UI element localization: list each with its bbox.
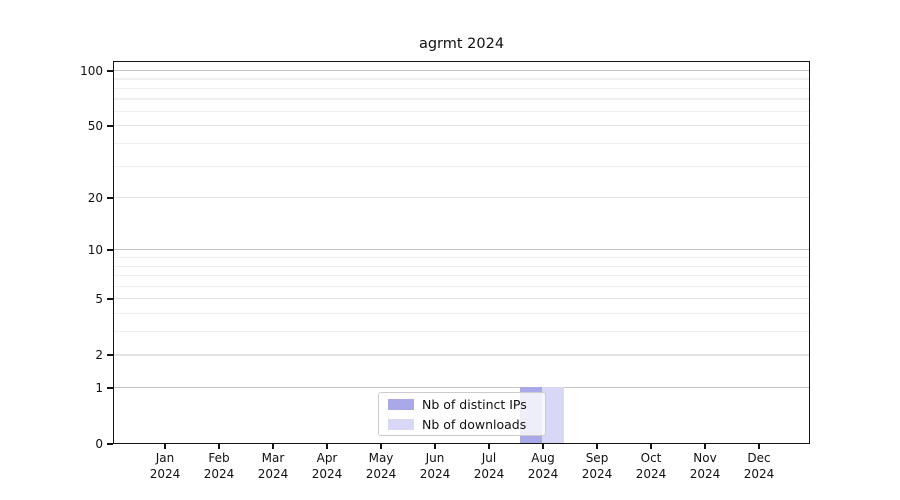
x-tick-label-feb-2024: Feb 2024 xyxy=(203,451,235,481)
gridline-y-1 xyxy=(114,387,809,389)
y-tick-10 xyxy=(107,249,113,251)
x-tick-nov-2024 xyxy=(704,444,706,449)
gridline-y-70 xyxy=(114,98,809,100)
gridline-y-100 xyxy=(114,69,809,72)
gridline-y-7 xyxy=(114,275,809,277)
chart-title: agrmt 2024 xyxy=(418,36,505,52)
y-tick-label-5: 5 xyxy=(95,292,103,307)
x-tick-label-jul-2024: Jul 2024 xyxy=(473,451,505,481)
y-tick-label-20: 20 xyxy=(87,190,103,205)
x-tick-mar-2024 xyxy=(272,444,274,449)
x-tick-dec-2024 xyxy=(758,444,760,449)
x-tick-label-dec-2024: Dec 2024 xyxy=(743,451,775,481)
gridline-y-3 xyxy=(114,331,809,333)
legend-label-distinct-ips: Nb of distinct IPs xyxy=(422,396,527,412)
y-tick-2 xyxy=(107,354,113,356)
y-tick-label-2: 2 xyxy=(95,348,103,363)
x-tick-oct-2024 xyxy=(650,444,652,449)
x-tick-jul-2024 xyxy=(488,444,490,449)
y-tick-5 xyxy=(107,298,113,300)
gridline-y-90 xyxy=(114,78,809,80)
y-tick-0 xyxy=(107,443,113,445)
bar-downloads-aug-2024 xyxy=(542,387,565,444)
x-tick-sep-2024 xyxy=(596,444,598,449)
y-tick-label-50: 50 xyxy=(87,119,103,134)
x-tick-feb-2024 xyxy=(218,444,220,449)
legend-swatch-distinct-ips-icon xyxy=(388,398,414,410)
y-tick-100 xyxy=(107,69,113,72)
x-tick-label-mar-2024: Mar 2024 xyxy=(257,451,289,481)
legend-swatch-downloads-icon xyxy=(388,418,414,430)
x-tick-aug-2024 xyxy=(542,444,544,449)
gridline-y-40 xyxy=(114,142,809,145)
gridline-y-10 xyxy=(114,249,809,251)
gridline-y-8 xyxy=(114,265,809,267)
gridline-y-4 xyxy=(114,313,809,315)
y-tick-20 xyxy=(107,197,113,199)
gridline-y-50 xyxy=(114,125,809,127)
gridline-y-80 xyxy=(114,87,809,90)
y-tick-label-10: 10 xyxy=(87,243,103,258)
x-tick-label-oct-2024: Oct 2024 xyxy=(635,451,667,481)
gridline-y-20 xyxy=(114,197,809,199)
legend-label-downloads: Nb of downloads xyxy=(422,416,527,432)
x-tick-label-jun-2024: Jun 2024 xyxy=(419,451,451,481)
x-tick-jan-2024 xyxy=(164,444,166,449)
plot-area xyxy=(113,61,810,444)
gridline-y-30 xyxy=(114,165,809,167)
y-tick-label-100: 100 xyxy=(80,63,103,78)
y-tick-1 xyxy=(107,387,113,389)
gridline-y-2 xyxy=(114,354,809,356)
y-tick-50 xyxy=(107,125,113,127)
legend: Nb of distinct IPs Nb of downloads xyxy=(378,392,546,436)
gridline-y-5 xyxy=(114,298,809,300)
legend-entry-downloads: Nb of downloads xyxy=(388,416,536,432)
x-tick-label-may-2024: May 2024 xyxy=(365,451,397,481)
gridline-y-6 xyxy=(114,285,809,288)
x-tick-jun-2024 xyxy=(434,444,436,449)
gridline-y-9 xyxy=(114,256,809,259)
x-tick-label-apr-2024: Apr 2024 xyxy=(311,451,343,481)
y-tick-label-0: 0 xyxy=(95,437,103,451)
x-tick-apr-2024 xyxy=(326,444,328,449)
gridline-y-60 xyxy=(114,110,809,112)
x-tick-label-jan-2024: Jan 2024 xyxy=(149,451,181,481)
x-tick-label-nov-2024: Nov 2024 xyxy=(689,451,721,481)
x-tick-label-aug-2024: Aug 2024 xyxy=(527,451,559,481)
y-tick-label-1: 1 xyxy=(95,380,103,395)
legend-entry-distinct-ips: Nb of distinct IPs xyxy=(388,396,536,412)
x-tick-label-sep-2024: Sep 2024 xyxy=(581,451,613,481)
x-tick-may-2024 xyxy=(380,444,382,449)
